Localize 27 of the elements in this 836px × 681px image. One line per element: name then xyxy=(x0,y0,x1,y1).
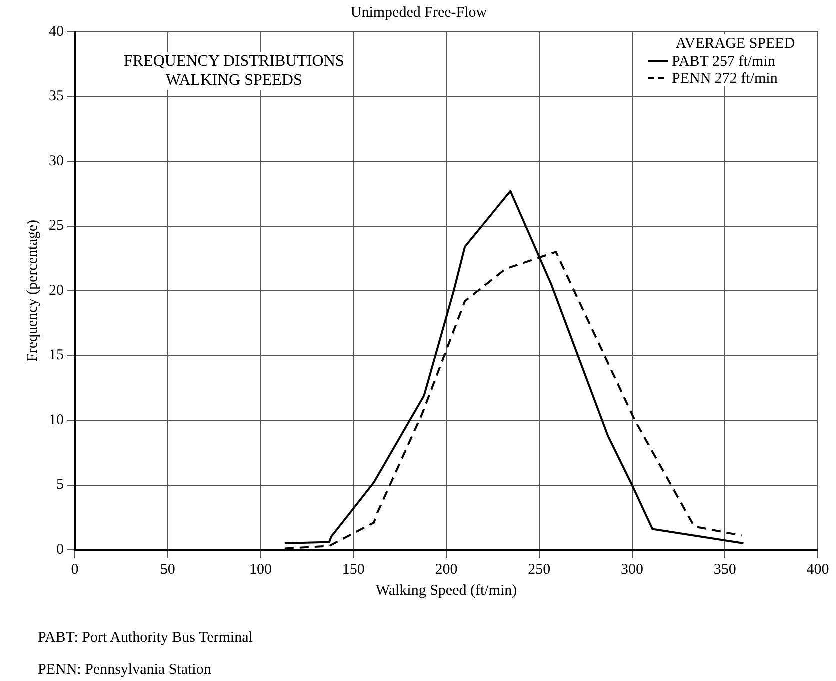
legend-title: AVERAGE SPEED xyxy=(676,36,796,52)
y-tick-label: 25 xyxy=(49,218,64,234)
y-tick-label: 35 xyxy=(49,88,64,105)
y-axis-title: Frequency (percentage) xyxy=(24,220,41,362)
y-tick-label: 0 xyxy=(56,542,64,558)
legend-label: PENN 272 ft/min xyxy=(672,71,778,87)
x-tick-label: 150 xyxy=(342,562,365,578)
x-axis-title: Walking Speed (ft/min) xyxy=(376,582,518,599)
x-tick-label: 300 xyxy=(621,562,644,578)
y-tick-label: 30 xyxy=(49,153,64,170)
x-tick-label: 0 xyxy=(71,562,79,578)
x-tick-label: 200 xyxy=(435,562,458,578)
legend-label: PABT 257 ft/min xyxy=(672,54,776,70)
y-tick-label: 10 xyxy=(49,412,64,428)
chart-title: Unimpeded Free-Flow xyxy=(350,4,488,21)
y-tick-label: 20 xyxy=(49,282,64,299)
text: FREQUENCY DISTRIBUTIONS WALKING SPEEDS xyxy=(120,52,348,90)
y-tick-label: 40 xyxy=(49,24,64,40)
y-tick-label: 15 xyxy=(49,348,64,364)
text: PENN: Pennsylvania Station xyxy=(38,661,212,680)
text: PABT: Port Authority Bus Terminal xyxy=(38,629,254,648)
y-tick-label: 5 xyxy=(56,477,64,494)
x-tick-label: 50 xyxy=(160,562,176,578)
x-tick-label: 400 xyxy=(806,562,830,578)
x-tick-label: 250 xyxy=(528,562,551,578)
x-tick-label: 100 xyxy=(250,562,272,578)
x-tick-label: 350 xyxy=(714,562,736,578)
